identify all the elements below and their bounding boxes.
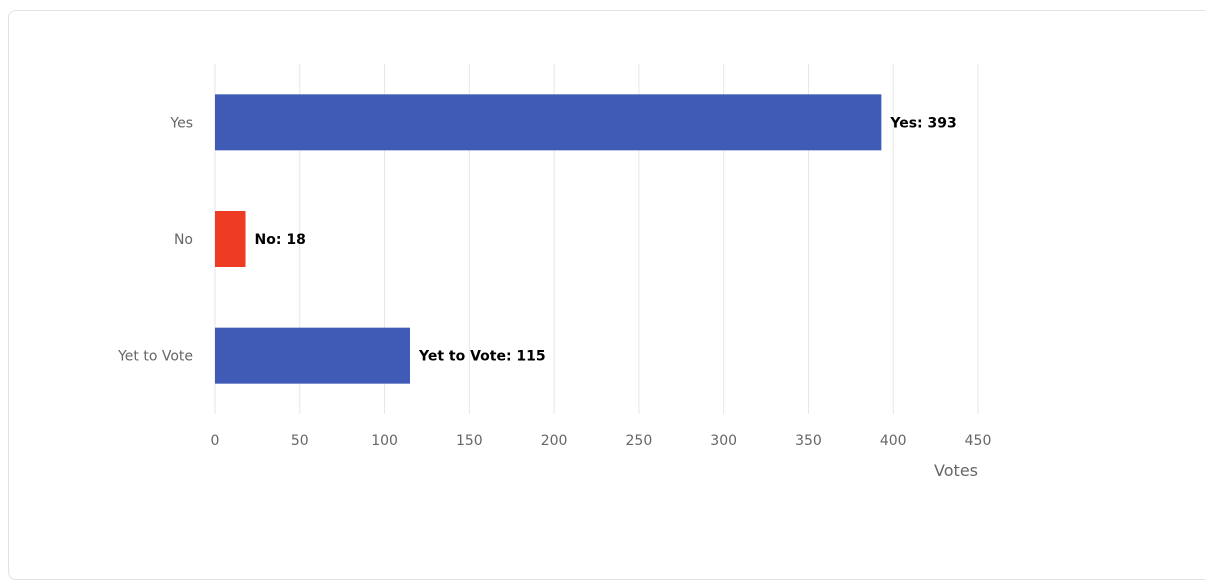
bar-yes[interactable]: [215, 94, 882, 151]
bars: [215, 94, 882, 384]
x-tick-label: 400: [880, 433, 907, 449]
x-tick-label: 450: [965, 433, 992, 449]
data-label: No: 18: [255, 232, 306, 248]
x-tick-label: 100: [371, 433, 398, 449]
data-labels: Yes: 393 No: 18 Yet to Vote: 115: [255, 115, 957, 364]
x-tick-label: 200: [541, 433, 568, 449]
x-tick-labels: 0 50 100 150 200 250 300 350 400 450: [211, 433, 992, 449]
x-tick-label: 150: [456, 433, 483, 449]
data-label: Yes: 393: [889, 115, 956, 131]
data-label: Yet to Vote: 115: [418, 349, 546, 365]
x-tick-label: 50: [291, 433, 309, 449]
bar-yet-to-vote[interactable]: [215, 327, 410, 384]
x-tick-label: 0: [211, 433, 220, 449]
category-label: Yes: [169, 115, 193, 131]
category-label: Yet to Vote: [117, 349, 193, 365]
votes-bar-chart: Yes No Yet to Vote Yes: 393 No: 18 Yet to Vo…: [117, 64, 992, 480]
x-axis-title: Votes: [934, 461, 978, 480]
x-tick-label: 250: [626, 433, 653, 449]
x-tick-label: 300: [710, 433, 737, 449]
bar-no[interactable]: [215, 211, 246, 267]
category-labels: Yes No Yet to Vote: [117, 115, 193, 364]
x-tick-label: 350: [795, 433, 822, 449]
category-label: No: [174, 232, 193, 248]
